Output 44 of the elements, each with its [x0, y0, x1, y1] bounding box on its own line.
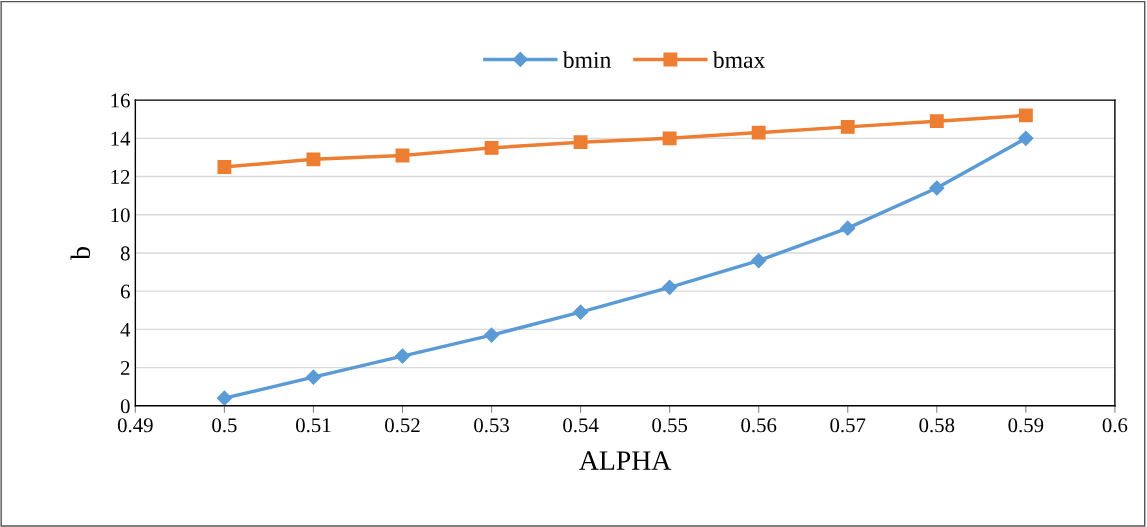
point	[751, 253, 767, 269]
x-tick-label: 0.59	[1008, 418, 1044, 433]
y-axis-title: b	[70, 247, 91, 260]
x-tick-label: 0.58	[919, 418, 955, 433]
point	[840, 220, 856, 236]
point	[217, 160, 232, 174]
y-tick-label: 6	[120, 284, 130, 299]
point	[1018, 108, 1033, 123]
y-tick-label: 12	[111, 169, 130, 184]
point	[840, 119, 855, 134]
point	[484, 140, 499, 155]
legend-label: bmax	[712, 51, 766, 68]
y-tick-label: 0	[120, 399, 130, 414]
y-tick-label: 14	[111, 131, 131, 146]
point	[573, 135, 588, 150]
y-tick-label: 8	[120, 246, 130, 261]
point	[929, 114, 944, 129]
x-tick-label: 0.57	[830, 418, 866, 433]
point	[306, 152, 321, 167]
x-tick-label: 0.51	[296, 418, 331, 433]
y-tick-label: 4	[120, 322, 131, 337]
point	[662, 131, 677, 146]
x-tick-label: 0.52	[385, 418, 420, 433]
point	[929, 180, 945, 196]
point	[751, 125, 766, 140]
x-tick-label: 0.53	[474, 418, 509, 433]
x-tick-label: 0.55	[652, 418, 688, 433]
point	[483, 327, 500, 343]
x-tick-label: 0.56	[741, 418, 777, 433]
x-tick-label: 0.54	[563, 418, 599, 433]
y-tick-label: 16	[111, 93, 130, 108]
x-axis-title: ALPHA	[579, 451, 672, 470]
point	[1018, 130, 1034, 146]
y-tick-label: 2	[120, 361, 130, 375]
point	[662, 279, 678, 295]
point	[573, 304, 589, 320]
x-tick-label: 0.49	[117, 418, 153, 433]
x-tick-label: 0.5	[212, 418, 237, 433]
point	[394, 348, 411, 364]
point	[305, 369, 322, 385]
x-tick-label: 0.6	[1102, 418, 1128, 433]
y-tick-label: 10	[111, 208, 130, 223]
point	[216, 390, 232, 406]
legend-label: bmin	[562, 51, 611, 68]
